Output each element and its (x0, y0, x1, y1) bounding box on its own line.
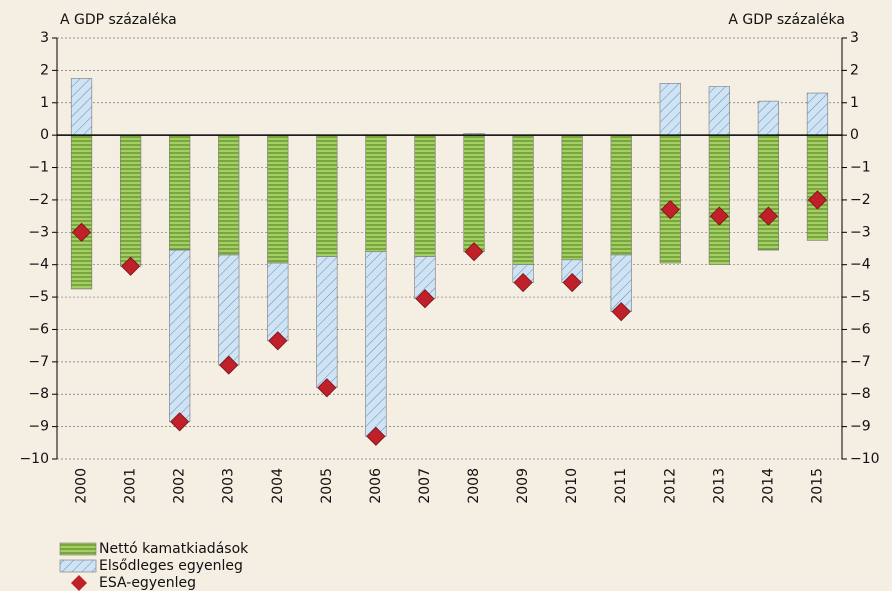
bar (169, 249, 191, 423)
esa-marker (611, 302, 631, 322)
y2-tick-label: 2 (850, 62, 859, 78)
bar (316, 256, 338, 389)
bar (463, 134, 485, 253)
bar (610, 134, 632, 256)
bar (806, 92, 829, 136)
bar (70, 78, 93, 136)
esa-marker (219, 355, 239, 375)
x-tick-label: 2003 (221, 468, 237, 504)
esa-marker (807, 190, 828, 210)
bar (806, 134, 829, 241)
legend-label: Nettó kamatkiadások (99, 541, 249, 557)
legend-swatch (71, 575, 87, 591)
bar (414, 134, 436, 257)
bar (708, 86, 730, 136)
y2-tick-label: 1 (850, 95, 859, 111)
x-tick-label: 2010 (564, 468, 580, 504)
bar (659, 134, 681, 264)
y-tick-label: 1 (40, 95, 49, 111)
esa-marker (758, 206, 778, 226)
x-tick-label: 2000 (74, 468, 90, 504)
y2-tick-label: 3 (850, 30, 859, 46)
y-tick-label: 3 (40, 30, 49, 46)
y2-tick-label: −9 (850, 419, 871, 435)
esa-marker (660, 200, 680, 220)
bar (70, 134, 93, 290)
bar (561, 134, 583, 261)
esa-marker (71, 222, 92, 242)
bar (757, 134, 780, 251)
esa-marker (709, 206, 729, 226)
bar (169, 134, 191, 251)
y2-tick-label: −2 (850, 192, 871, 208)
esa-marker (415, 289, 435, 309)
y-tick-label: −1 (28, 160, 49, 176)
legend-swatch (59, 559, 97, 573)
bar (659, 83, 681, 136)
bar (267, 134, 289, 264)
y-tick-label: −6 (28, 321, 49, 337)
y2-tick-label: 0 (850, 127, 859, 143)
esa-marker (562, 272, 582, 293)
x-tick-label: 2011 (613, 468, 629, 504)
y-tick-label: −3 (28, 224, 49, 240)
x-tick-label: 2007 (417, 468, 433, 504)
x-tick-label: 2008 (466, 468, 482, 504)
y-tick-label: 0 (40, 127, 49, 143)
esa-marker (513, 272, 533, 293)
y2-tick-label: −8 (850, 386, 871, 402)
legend-label: Elsődleges egyenleg (99, 558, 243, 574)
esa-marker (121, 256, 141, 276)
x-tick-label: 2006 (368, 468, 384, 504)
x-tick-label: 2001 (123, 468, 139, 504)
y2-tick-label: −4 (850, 257, 871, 273)
y2-tick-label: −5 (850, 289, 871, 305)
y-tick-label: −5 (28, 289, 49, 305)
y-tick-label: −8 (28, 386, 49, 402)
bar (757, 100, 780, 136)
y-tick-label: −9 (28, 419, 49, 435)
esa-marker (464, 242, 484, 262)
esa-marker (170, 412, 190, 432)
x-tick-label: 2002 (172, 468, 188, 504)
x-tick-label: 2012 (662, 468, 678, 504)
legend-swatch (59, 542, 97, 556)
x-tick-label: 2014 (760, 468, 776, 504)
y2-tick-label: −3 (850, 224, 871, 240)
y2-tick-label: −10 (850, 451, 880, 467)
y-tick-label: −4 (28, 257, 49, 273)
esa-marker (366, 426, 386, 446)
y-tick-label: −10 (19, 451, 49, 467)
bar (365, 134, 387, 253)
x-tick-label: 2015 (809, 468, 825, 504)
bar (708, 134, 730, 265)
y2-axis-label: A GDP százaléka (728, 12, 845, 28)
y-tick-label: −2 (28, 192, 49, 208)
y2-tick-label: −7 (850, 354, 871, 370)
y-tick-label: −7 (28, 354, 49, 370)
legend-label: ESA-egyenleg (99, 575, 196, 591)
bar (218, 254, 240, 366)
y-tick-label: 2 (40, 62, 49, 78)
y2-tick-label: −6 (850, 321, 871, 337)
y-axis-label: A GDP százaléka (60, 12, 177, 28)
x-tick-label: 2005 (319, 468, 335, 504)
x-tick-label: 2004 (270, 468, 286, 504)
y2-tick-label: −1 (850, 160, 871, 176)
esa-marker (317, 378, 337, 398)
bar (365, 251, 387, 437)
bar (218, 134, 240, 256)
bar (316, 134, 338, 257)
esa-marker (268, 331, 288, 351)
x-tick-label: 2009 (515, 468, 531, 504)
bar (267, 262, 289, 342)
x-tick-label: 2013 (711, 468, 727, 504)
bar (512, 134, 534, 265)
bar (119, 134, 142, 265)
